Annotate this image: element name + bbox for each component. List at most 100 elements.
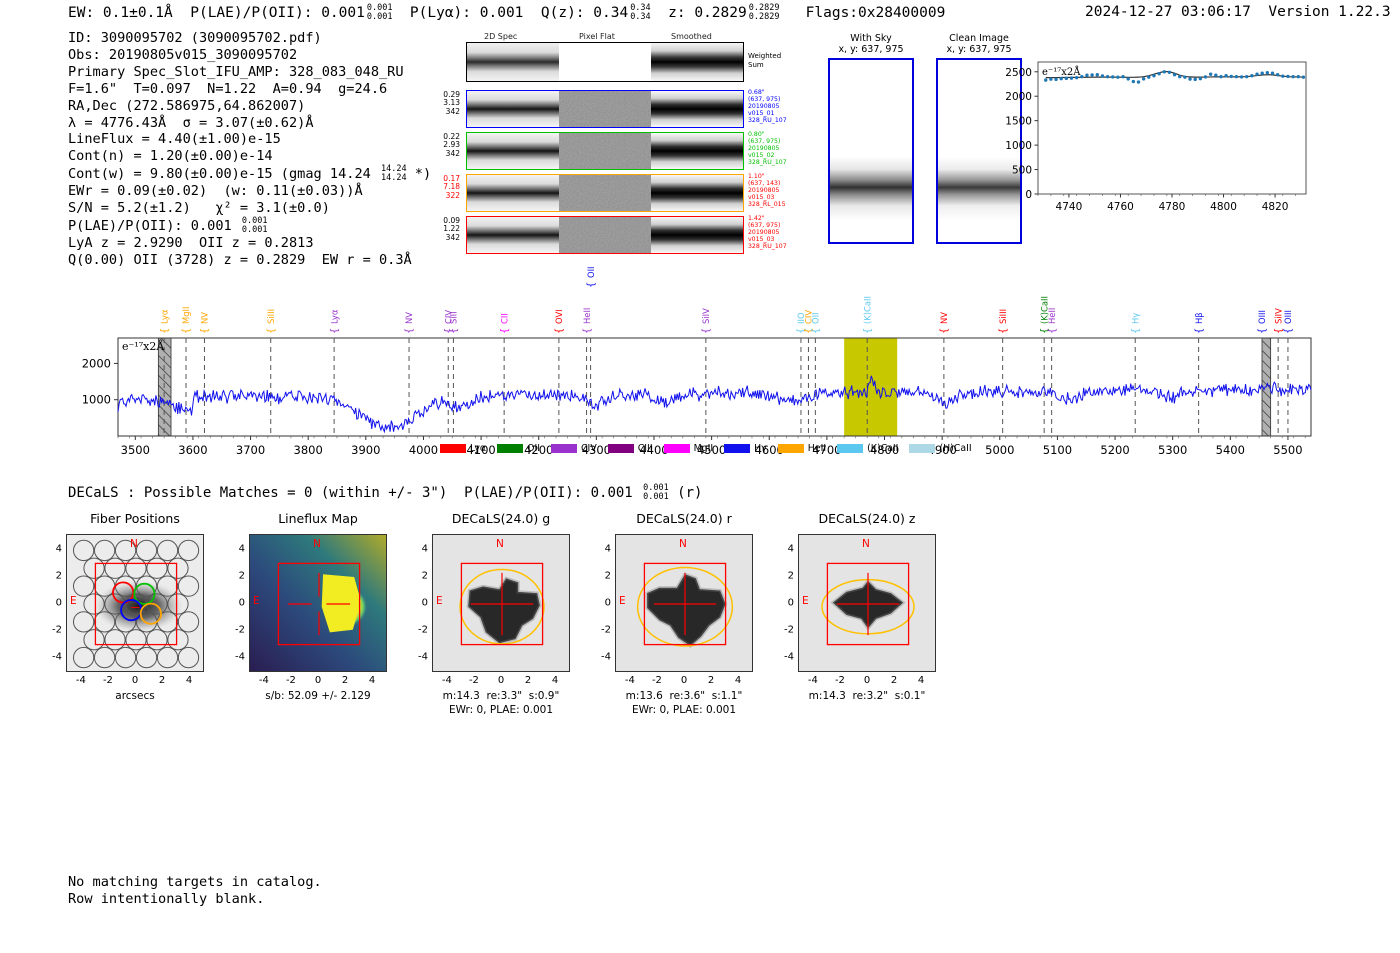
header-timestamp-version: 2024-12-27 03:06:17 Version 1.22.3 bbox=[1085, 4, 1391, 20]
zoomed-emission-line-plot: 0 500 1000 1500 2000 2500 4740 4760 4780 4800 4820… bbox=[1005, 58, 1310, 216]
detection-info-block: ID: 3090095702 (3090095702.pdf) Obs: 201… bbox=[68, 30, 431, 269]
info-primary-spec: Primary Spec_Slot_IFU_AMP: 328_083_048_R… bbox=[68, 63, 404, 80]
mini-ytick: 0 bbox=[1025, 189, 1032, 201]
full-xtick: 5100 bbox=[1043, 443, 1072, 457]
header-datetime: 2024-12-27 03:06:17 bbox=[1085, 4, 1251, 20]
emission-brace: { bbox=[449, 328, 460, 334]
emission-brace: { bbox=[266, 328, 277, 334]
legend-label: CIII bbox=[637, 443, 653, 454]
emission-line-label: (K)CaII bbox=[1039, 296, 1049, 324]
emission-line-label: IIO bbox=[796, 312, 806, 324]
info-plae: P(LAE)/P(OII): 0.001 0.001 0.001 bbox=[68, 216, 268, 236]
mini-xtick: 4800 bbox=[1210, 201, 1237, 213]
emission-line-label: SiIII bbox=[266, 309, 276, 324]
info-obs: Obs: 20190805v015_3090095702 bbox=[68, 46, 298, 63]
header-flags: Flags:0x28400009 bbox=[805, 5, 946, 21]
panel-2-ytick: 4 bbox=[421, 543, 428, 555]
legend-label: (K)CaII bbox=[867, 443, 899, 454]
left-label-2: 342 bbox=[445, 148, 460, 158]
emission-line-label: CII bbox=[499, 313, 509, 324]
header-qz-label: Q(z): bbox=[540, 5, 585, 21]
emission-brace: { bbox=[499, 328, 510, 334]
legend-swatch bbox=[777, 444, 804, 453]
spec2d-panel-3-right-labels: 1.10" (637, 143) 20190805 v015_03 328_RL_015 bbox=[748, 173, 792, 208]
with-sky-image bbox=[828, 58, 914, 244]
panel-2dspec-cut bbox=[466, 174, 559, 212]
spec2d-panel-4 bbox=[466, 216, 744, 254]
legend-swatch bbox=[551, 444, 578, 453]
mini-ytick: 500 bbox=[1012, 165, 1032, 177]
full-xtick: 4800 bbox=[870, 443, 899, 457]
full-xtick: 4700 bbox=[812, 443, 841, 457]
spec2d-panel-2-left-labels: 0.22 2.93 342 bbox=[436, 132, 460, 158]
emission-brace: { bbox=[582, 328, 593, 334]
right-label-1: (637, 143) bbox=[748, 180, 781, 188]
emission-line-label: SiIII bbox=[998, 309, 1008, 324]
emission-line-label: HeII bbox=[1047, 308, 1057, 324]
with-sky-title: With Sky x, y: 637, 975 bbox=[826, 33, 916, 55]
right-label-4: 328_RU_107 bbox=[748, 117, 787, 125]
panel-3-ytick: -4 bbox=[601, 651, 611, 663]
panel-0-ytick: -4 bbox=[52, 651, 62, 663]
full-spectrum-plot: 1000 2000 3500 3600 3700 3800 3900 4000 4100 4200… bbox=[82, 266, 1312, 457]
emission-line-label: OIII bbox=[1257, 310, 1267, 324]
right-label-2: 20190805 bbox=[748, 103, 780, 111]
panel-2-ytick: 2 bbox=[421, 570, 428, 582]
footer-notes: No matching targets in catalog. Row inte… bbox=[68, 874, 322, 908]
panel-1-ytick: 4 bbox=[238, 543, 245, 555]
emission-line-label: OII bbox=[811, 312, 821, 324]
panel-3-xtick: -2 bbox=[651, 675, 662, 686]
emission-brace: { bbox=[586, 282, 597, 288]
legend-item-hcaii: (H)CaII bbox=[909, 443, 972, 454]
spec2d-panel-4-right-labels: 1.42" (637, 975) 20190805 v015_03 328_RU_107 bbox=[748, 215, 792, 250]
weighted-sum-label: Weighted Sum bbox=[748, 52, 782, 69]
panel-image-4[interactable] bbox=[798, 534, 936, 672]
emission-line-label: Hβ bbox=[1194, 312, 1204, 324]
legend-swatch bbox=[607, 444, 634, 453]
emission-line-label: (K)CaII bbox=[862, 296, 872, 324]
panel-3-ytick: 0 bbox=[604, 597, 611, 609]
info-ewr: EWr = 0.09(±0.02) (w: 0.11(±0.03))Å bbox=[68, 183, 363, 200]
panel-1-xtick: -4 bbox=[258, 675, 269, 686]
emission-line-label: NV bbox=[939, 312, 949, 324]
full-xtick: 3600 bbox=[178, 443, 207, 457]
emission-line-label: HeII bbox=[582, 308, 592, 324]
emission-brace: { bbox=[1257, 328, 1268, 334]
emission-brace: { bbox=[862, 328, 873, 334]
right-label-0: 0.68" bbox=[748, 89, 765, 96]
panel-3-ytick: 2 bbox=[604, 570, 611, 582]
header-qz-range: 0.34 0.34 bbox=[630, 3, 651, 22]
legend-item-hγ: Hγ bbox=[724, 443, 767, 454]
full-ytick: 2000 bbox=[82, 356, 111, 370]
legend-item-ciii: CIII bbox=[607, 443, 653, 454]
header-plya-value: 0.001 bbox=[479, 5, 524, 21]
legend-item-heii: HeII bbox=[777, 443, 826, 454]
with-sky-title-text: With Sky bbox=[850, 33, 892, 44]
legend-swatch bbox=[663, 444, 690, 453]
mini-xtick: 4760 bbox=[1107, 201, 1134, 213]
footer-line-1: No matching targets in catalog. bbox=[68, 874, 322, 890]
right-label-1: (637, 975) bbox=[748, 96, 781, 104]
compass-east-1: E bbox=[253, 595, 260, 607]
panel-1-xtick: 0 bbox=[314, 675, 322, 686]
header-version: Version 1.22.3 bbox=[1268, 4, 1391, 20]
spec2d-panel-2 bbox=[466, 132, 744, 170]
emission-line-label: MgII bbox=[181, 307, 191, 324]
full-xtick: 5400 bbox=[1216, 443, 1245, 457]
emission-line-label: CIV bbox=[443, 310, 453, 324]
panel-1-ytick: 0 bbox=[238, 597, 245, 609]
panel-2dspec-cut bbox=[466, 216, 559, 254]
panel-image-3[interactable] bbox=[615, 534, 753, 672]
right-label-0: 0.80" bbox=[748, 131, 765, 138]
panel-image-2[interactable] bbox=[432, 534, 570, 672]
compass-east-3: E bbox=[619, 595, 626, 607]
panel-pixelflat-cut bbox=[558, 132, 652, 170]
emission-line-label: Lyα bbox=[159, 309, 169, 324]
left-label-1: 1.22 bbox=[443, 224, 460, 234]
panel-image-1[interactable] bbox=[249, 534, 387, 672]
header-ew: EW: 0.1±0.1Å bbox=[68, 5, 173, 21]
panel-pixelflat-cut bbox=[558, 216, 652, 254]
panel-image-0[interactable] bbox=[66, 534, 204, 672]
panel-2-ytick: -2 bbox=[418, 624, 428, 636]
panel-0-xtick: 2 bbox=[158, 675, 166, 686]
